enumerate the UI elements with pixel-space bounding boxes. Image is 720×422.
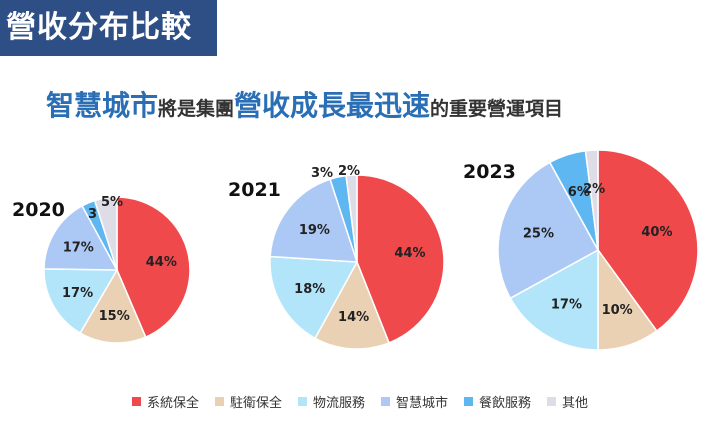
- legend: 系統保全 駐衛保全 物流服務 智慧城市 餐飲服務 其他: [0, 392, 720, 411]
- legend-swatch-1: [131, 397, 141, 406]
- data-label-2021-5: 3%: [311, 166, 333, 181]
- legend-item-5: 餐飲服務: [464, 392, 531, 411]
- data-label-2023-2: 10%: [602, 303, 633, 318]
- year-label-2021: 2021: [228, 179, 281, 201]
- legend-swatch-4: [381, 397, 390, 406]
- pie-slice-2021-1: [356, 174, 445, 344]
- data-label-2023-6: 2%: [583, 182, 605, 197]
- data-label-2020-1: 44%: [146, 255, 177, 270]
- headline-text-2: 的重要營運項目: [430, 98, 564, 120]
- data-label-2023-5: 6%: [568, 185, 590, 200]
- pie-slice-2020-1: [116, 196, 191, 339]
- legend-label-4: 智慧城市: [396, 396, 449, 411]
- pie-slice-2020-4: [43, 204, 119, 271]
- pie-slice-2023-1: [597, 149, 699, 332]
- legend-swatch-6: [547, 397, 557, 406]
- pie-slice-2021-2: [314, 260, 391, 350]
- pie-slice-2021-3: [269, 255, 359, 340]
- legend-label-6: 其他: [562, 396, 589, 411]
- data-label-2023-1: 40%: [641, 225, 672, 240]
- headline: 智慧城市將是集團營收成長最迅速的重要營運項目: [46, 84, 563, 124]
- data-label-2023-4: 25%: [523, 227, 554, 242]
- pie-slice-2020-6: [93, 196, 118, 271]
- data-label-2021-1: 44%: [394, 246, 425, 261]
- year-label-2020: 2020: [12, 199, 65, 221]
- data-label-2020-2: 15%: [99, 309, 130, 324]
- data-label-2023-3: 17%: [551, 297, 582, 312]
- pie-slice-2021-4: [269, 178, 359, 263]
- legend-swatch-3: [297, 397, 307, 406]
- legend-label-3: 物流服務: [312, 396, 365, 411]
- legend-label-2: 駐衛保全: [229, 396, 282, 411]
- legend-item-2: 駐衛保全: [214, 392, 282, 411]
- data-label-2020-4: 17%: [63, 241, 94, 256]
- data-label-2021-6: 2%: [338, 164, 360, 179]
- pie-2021: 44% 14% 18% 19% 3% 2%: [269, 164, 445, 350]
- year-label-2023: 2023: [463, 161, 516, 183]
- data-label-2021-2: 14%: [338, 310, 369, 325]
- legend-label-1: 系統保全: [146, 396, 199, 411]
- headline-highlight-2: 營收成長最迅速: [234, 89, 431, 122]
- data-label-2020-6: 5%: [101, 195, 123, 210]
- data-label-2020-3: 17%: [62, 286, 93, 301]
- data-label-2021-3: 18%: [294, 282, 325, 297]
- pie-2023: 40% 10% 17% 25% 6%2%: [497, 149, 699, 351]
- legend-item-3: 物流服務: [297, 392, 365, 411]
- pie-slice-2020-3: [43, 268, 119, 335]
- legend-label-5: 餐飲服務: [479, 396, 532, 411]
- headline-text-1: 將是集團: [158, 98, 235, 120]
- headline-highlight-1: 智慧城市: [46, 89, 159, 122]
- data-label-2021-4: 19%: [299, 223, 330, 238]
- legend-item-6: 其他: [547, 392, 588, 411]
- legend-item-4: 智慧城市: [381, 392, 448, 411]
- pie-slice-2023-3: [509, 248, 599, 351]
- pie-slice-2020-2: [79, 268, 147, 344]
- page-title: 營收分布比較: [0, 0, 217, 56]
- pie-charts: 44% 15% 17% 17% 3% 5% 2020 44% 14% 18% 19% 3% 2%2021…: [12, 149, 699, 351]
- legend-item-1: 系統保全: [131, 392, 199, 411]
- pie-2020: 44%15%17%17%3%5%: [43, 195, 191, 344]
- pie-slice-2021-6: [345, 174, 358, 263]
- pie-slice-2023-4: [497, 161, 600, 300]
- legend-swatch-2: [214, 397, 224, 406]
- legend-swatch-5: [464, 397, 474, 406]
- pie-slice-2023-6: [584, 149, 599, 251]
